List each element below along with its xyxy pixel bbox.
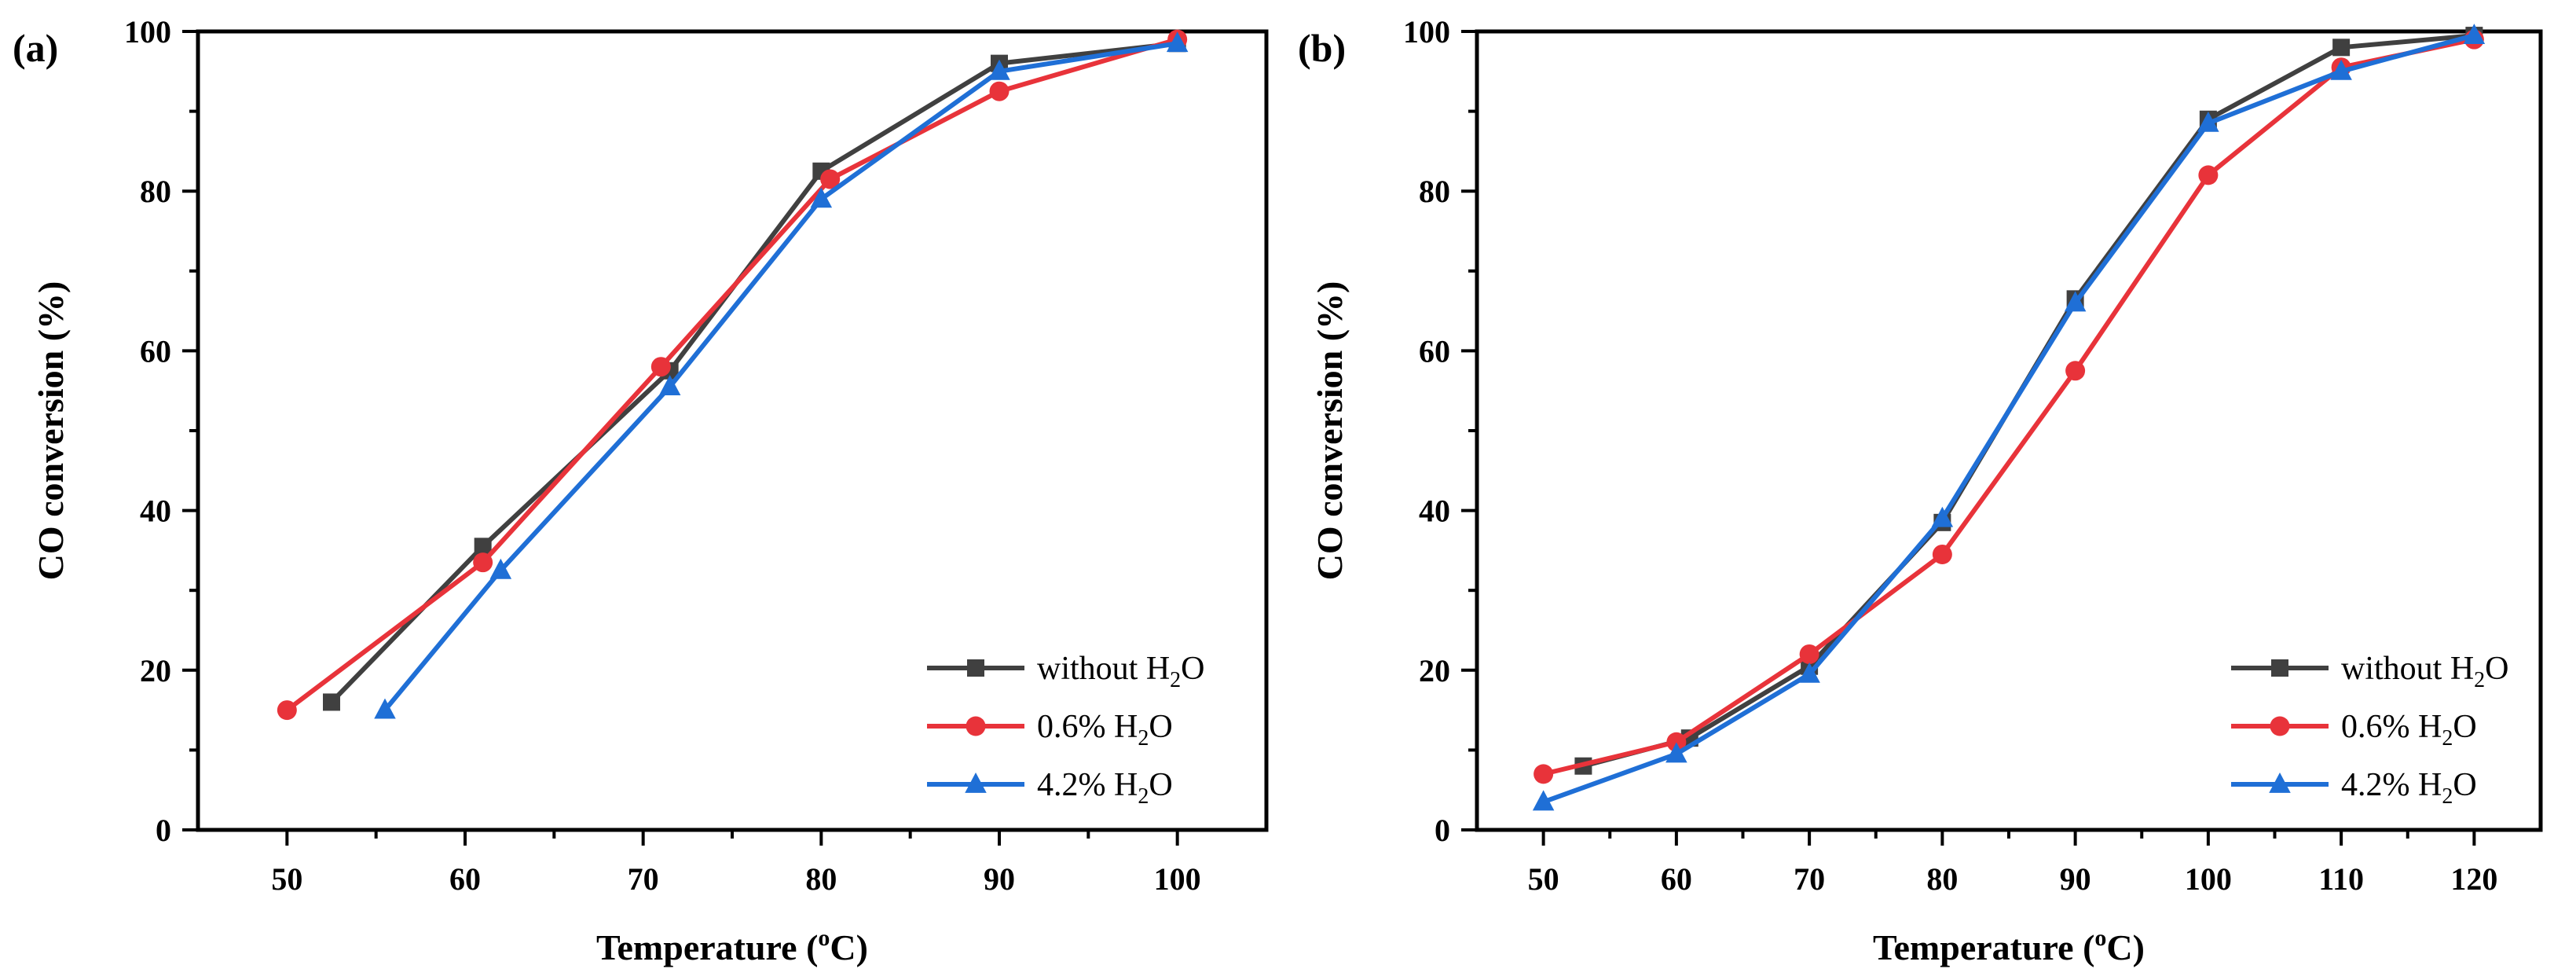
- data-point: [1799, 644, 1819, 664]
- series-2: [1532, 24, 2486, 811]
- x-tick-label: 90: [984, 861, 1015, 897]
- x-tick-label: 50: [271, 861, 302, 897]
- series-line: [383, 41, 1178, 712]
- data-point: [1798, 662, 1820, 683]
- x-tick-label: 50: [1528, 861, 1559, 897]
- series-line: [329, 41, 1178, 704]
- y-axis-title: CO conversion (%): [1310, 281, 1350, 581]
- x-axis-title: Temperature (oC): [596, 925, 868, 967]
- data-point: [988, 59, 1010, 80]
- legend-marker: [2269, 772, 2291, 793]
- panel-label: (a): [13, 26, 58, 70]
- series-1: [277, 29, 1188, 721]
- data-point: [2463, 24, 2486, 44]
- x-tick-label: 80: [805, 861, 837, 897]
- legend-marker: [967, 659, 984, 677]
- legend-marker: [2271, 659, 2288, 677]
- y-tick-label: 40: [1419, 494, 1450, 529]
- legend-entry: 4.2% H2O: [2341, 767, 2477, 809]
- data-point: [1932, 544, 1952, 564]
- data-point: [1666, 732, 1687, 752]
- series-line: [1542, 33, 2475, 805]
- x-tick-label: 100: [2185, 861, 2232, 897]
- y-tick-label: 80: [1419, 174, 1450, 209]
- data-point: [473, 552, 493, 573]
- data-point: [1931, 506, 1954, 527]
- legend-entry: 0.6% H2O: [2341, 709, 2477, 751]
- y-tick-label: 80: [140, 174, 171, 209]
- series-line: [285, 37, 1178, 712]
- y-tick-label: 60: [1419, 333, 1450, 369]
- y-tick-label: 20: [140, 653, 171, 688]
- data-point: [2065, 361, 2086, 381]
- data-point: [820, 169, 841, 189]
- data-point: [989, 81, 1010, 101]
- x-axis-title: Temperature (oC): [1873, 925, 2145, 967]
- data-point: [2332, 39, 2351, 57]
- legend-entry: 4.2% H2O: [1037, 767, 1173, 809]
- x-tick-label: 110: [2318, 861, 2364, 897]
- legend-marker: [965, 772, 987, 793]
- x-tick-label: 120: [2450, 861, 2497, 897]
- x-tick-label: 70: [628, 861, 659, 897]
- data-point: [2330, 59, 2352, 80]
- legend-marker: [966, 716, 986, 736]
- data-point: [810, 187, 833, 208]
- chart-panel-b: (b) 50 60 70 80 90 100 110 120 0 20 40 60 80 100 Temper…: [1298, 14, 2543, 967]
- y-tick-label: 40: [140, 494, 171, 529]
- data-point: [2064, 291, 2087, 312]
- x-tick-label: 70: [1794, 861, 1825, 897]
- data-point: [1532, 790, 1555, 811]
- series-2: [374, 31, 1189, 719]
- y-tick-label: 100: [1403, 14, 1450, 50]
- series-0: [323, 35, 1186, 711]
- data-point: [2197, 111, 2219, 132]
- data-point: [2198, 165, 2219, 185]
- y-tick-label: 0: [1435, 813, 1450, 848]
- chart-panel-a: (a) 50 60 70 80 90 100 0 20 40 60 80 100 Temperature …: [13, 14, 1269, 967]
- y-axis-title: CO conversion (%): [31, 281, 71, 581]
- x-tick-label: 60: [449, 861, 481, 897]
- data-point: [277, 700, 297, 721]
- x-tick-label: 90: [2060, 861, 2091, 897]
- x-tick-label: 80: [1926, 861, 1958, 897]
- data-point: [1534, 764, 1554, 784]
- y-tick-label: 60: [140, 333, 171, 369]
- data-point: [1665, 742, 1687, 763]
- legend-entry: without H2O: [1037, 651, 1205, 692]
- legend-entry: without H2O: [2341, 651, 2509, 692]
- y-tick-label: 100: [124, 14, 171, 50]
- panel-label: (b): [1298, 26, 1346, 70]
- series-1: [1534, 29, 2484, 784]
- legend-marker: [2270, 716, 2290, 736]
- x-tick-label: 60: [1661, 861, 1692, 897]
- data-point: [489, 558, 512, 579]
- data-point: [650, 357, 671, 377]
- y-tick-label: 20: [1419, 653, 1450, 688]
- data-point: [323, 693, 340, 711]
- data-point: [474, 538, 492, 556]
- legend-entry: 0.6% H2O: [1037, 709, 1173, 751]
- legend: without H2O 0.6% H2O 4.2% H2O: [927, 651, 1205, 809]
- legend: without H2O 0.6% H2O 4.2% H2O: [2231, 651, 2509, 809]
- y-tick-label: 0: [156, 813, 171, 848]
- data-point: [374, 698, 396, 719]
- x-tick-label: 100: [1154, 861, 1201, 897]
- series-line: [1542, 37, 2475, 776]
- data-point: [1166, 31, 1189, 53]
- data-point: [658, 375, 681, 396]
